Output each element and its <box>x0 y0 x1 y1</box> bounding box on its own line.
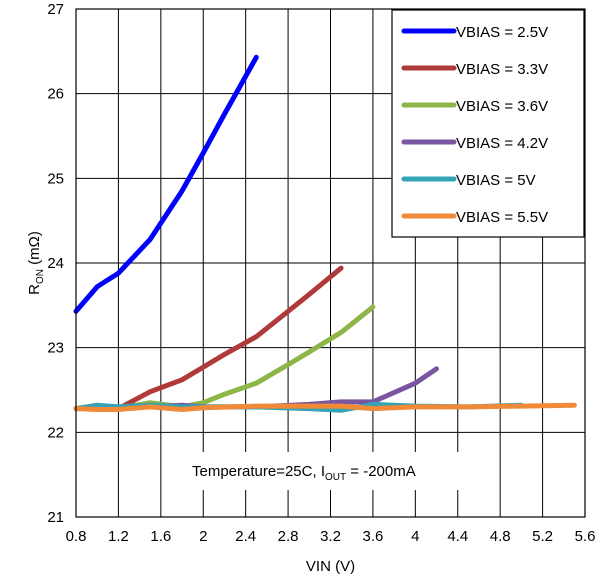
x-tick-label: 4 <box>411 528 419 545</box>
y-tick-label: 21 <box>47 509 64 526</box>
annotation-text: Temperature=25C, IOUT = -200mA <box>192 463 416 483</box>
x-tick-label: 3.6 <box>362 528 383 545</box>
y-axis-title-main: R <box>26 284 43 295</box>
y-tick-label: 22 <box>47 424 64 441</box>
legend-label: VBIAS = 3.6V <box>456 98 548 115</box>
x-tick-label: 2.8 <box>278 528 299 545</box>
x-tick-label: 2 <box>199 528 207 545</box>
x-tick-label: 1.6 <box>150 528 171 545</box>
y-tick-label: 23 <box>47 340 64 357</box>
y-axis-title-sub: ON <box>35 269 46 284</box>
legend-label: VBIAS = 3.3V <box>456 61 548 78</box>
x-tick-label: 0.8 <box>66 528 87 545</box>
x-tick-label: 5.6 <box>575 528 596 545</box>
series-line <box>73 402 577 412</box>
x-tick-label: 2.4 <box>235 528 256 545</box>
y-tick-label: 27 <box>47 1 64 18</box>
x-tick-label: 1.2 <box>108 528 129 545</box>
legend-label: VBIAS = 4.2V <box>456 135 548 152</box>
x-tick-labels: 0.8 1.2 1.6 2 2.4 2.8 3.2 3.6 4 4.4 4.8 5.2 5.6 <box>66 528 596 545</box>
annotation-suffix: = -200mA <box>346 463 416 480</box>
legend-label: VBIAS = 5V <box>456 172 536 189</box>
y-tick-label: 25 <box>47 170 64 187</box>
x-tick-label: 4.8 <box>490 528 511 545</box>
annotation-sub: OUT <box>325 472 346 483</box>
y-tick-labels: 21 22 23 24 25 26 27 <box>47 1 64 526</box>
x-tick-label: 4.4 <box>447 528 468 545</box>
series-line <box>73 265 344 412</box>
y-tick-label: 24 <box>47 255 64 272</box>
legend-label: VBIAS = 5.5V <box>456 209 548 226</box>
annotation-box <box>182 452 487 490</box>
legend: VBIAS = 2.5V VBIAS = 3.3V VBIAS = 3.6V VBIA… <box>391 9 585 238</box>
x-tick-label: 3.2 <box>320 528 341 545</box>
legend-label: VBIAS = 2.5V <box>456 24 548 41</box>
x-axis-title: VIN (V) <box>306 558 355 575</box>
legend-box <box>391 9 585 238</box>
plot-frame <box>75 8 586 518</box>
series-line <box>73 54 259 314</box>
annotation-prefix: Temperature=25C, I <box>192 463 325 480</box>
y-axis-title: RON (mΩ) <box>26 231 46 295</box>
y-tick-label: 26 <box>47 86 64 103</box>
series-layer <box>73 54 577 413</box>
series-line <box>73 304 376 412</box>
annotation: Temperature=25C, IOUT = -200mA <box>182 452 487 490</box>
y-axis-title-rest: (mΩ) <box>26 231 43 269</box>
x-tick-label: 5.2 <box>532 528 553 545</box>
